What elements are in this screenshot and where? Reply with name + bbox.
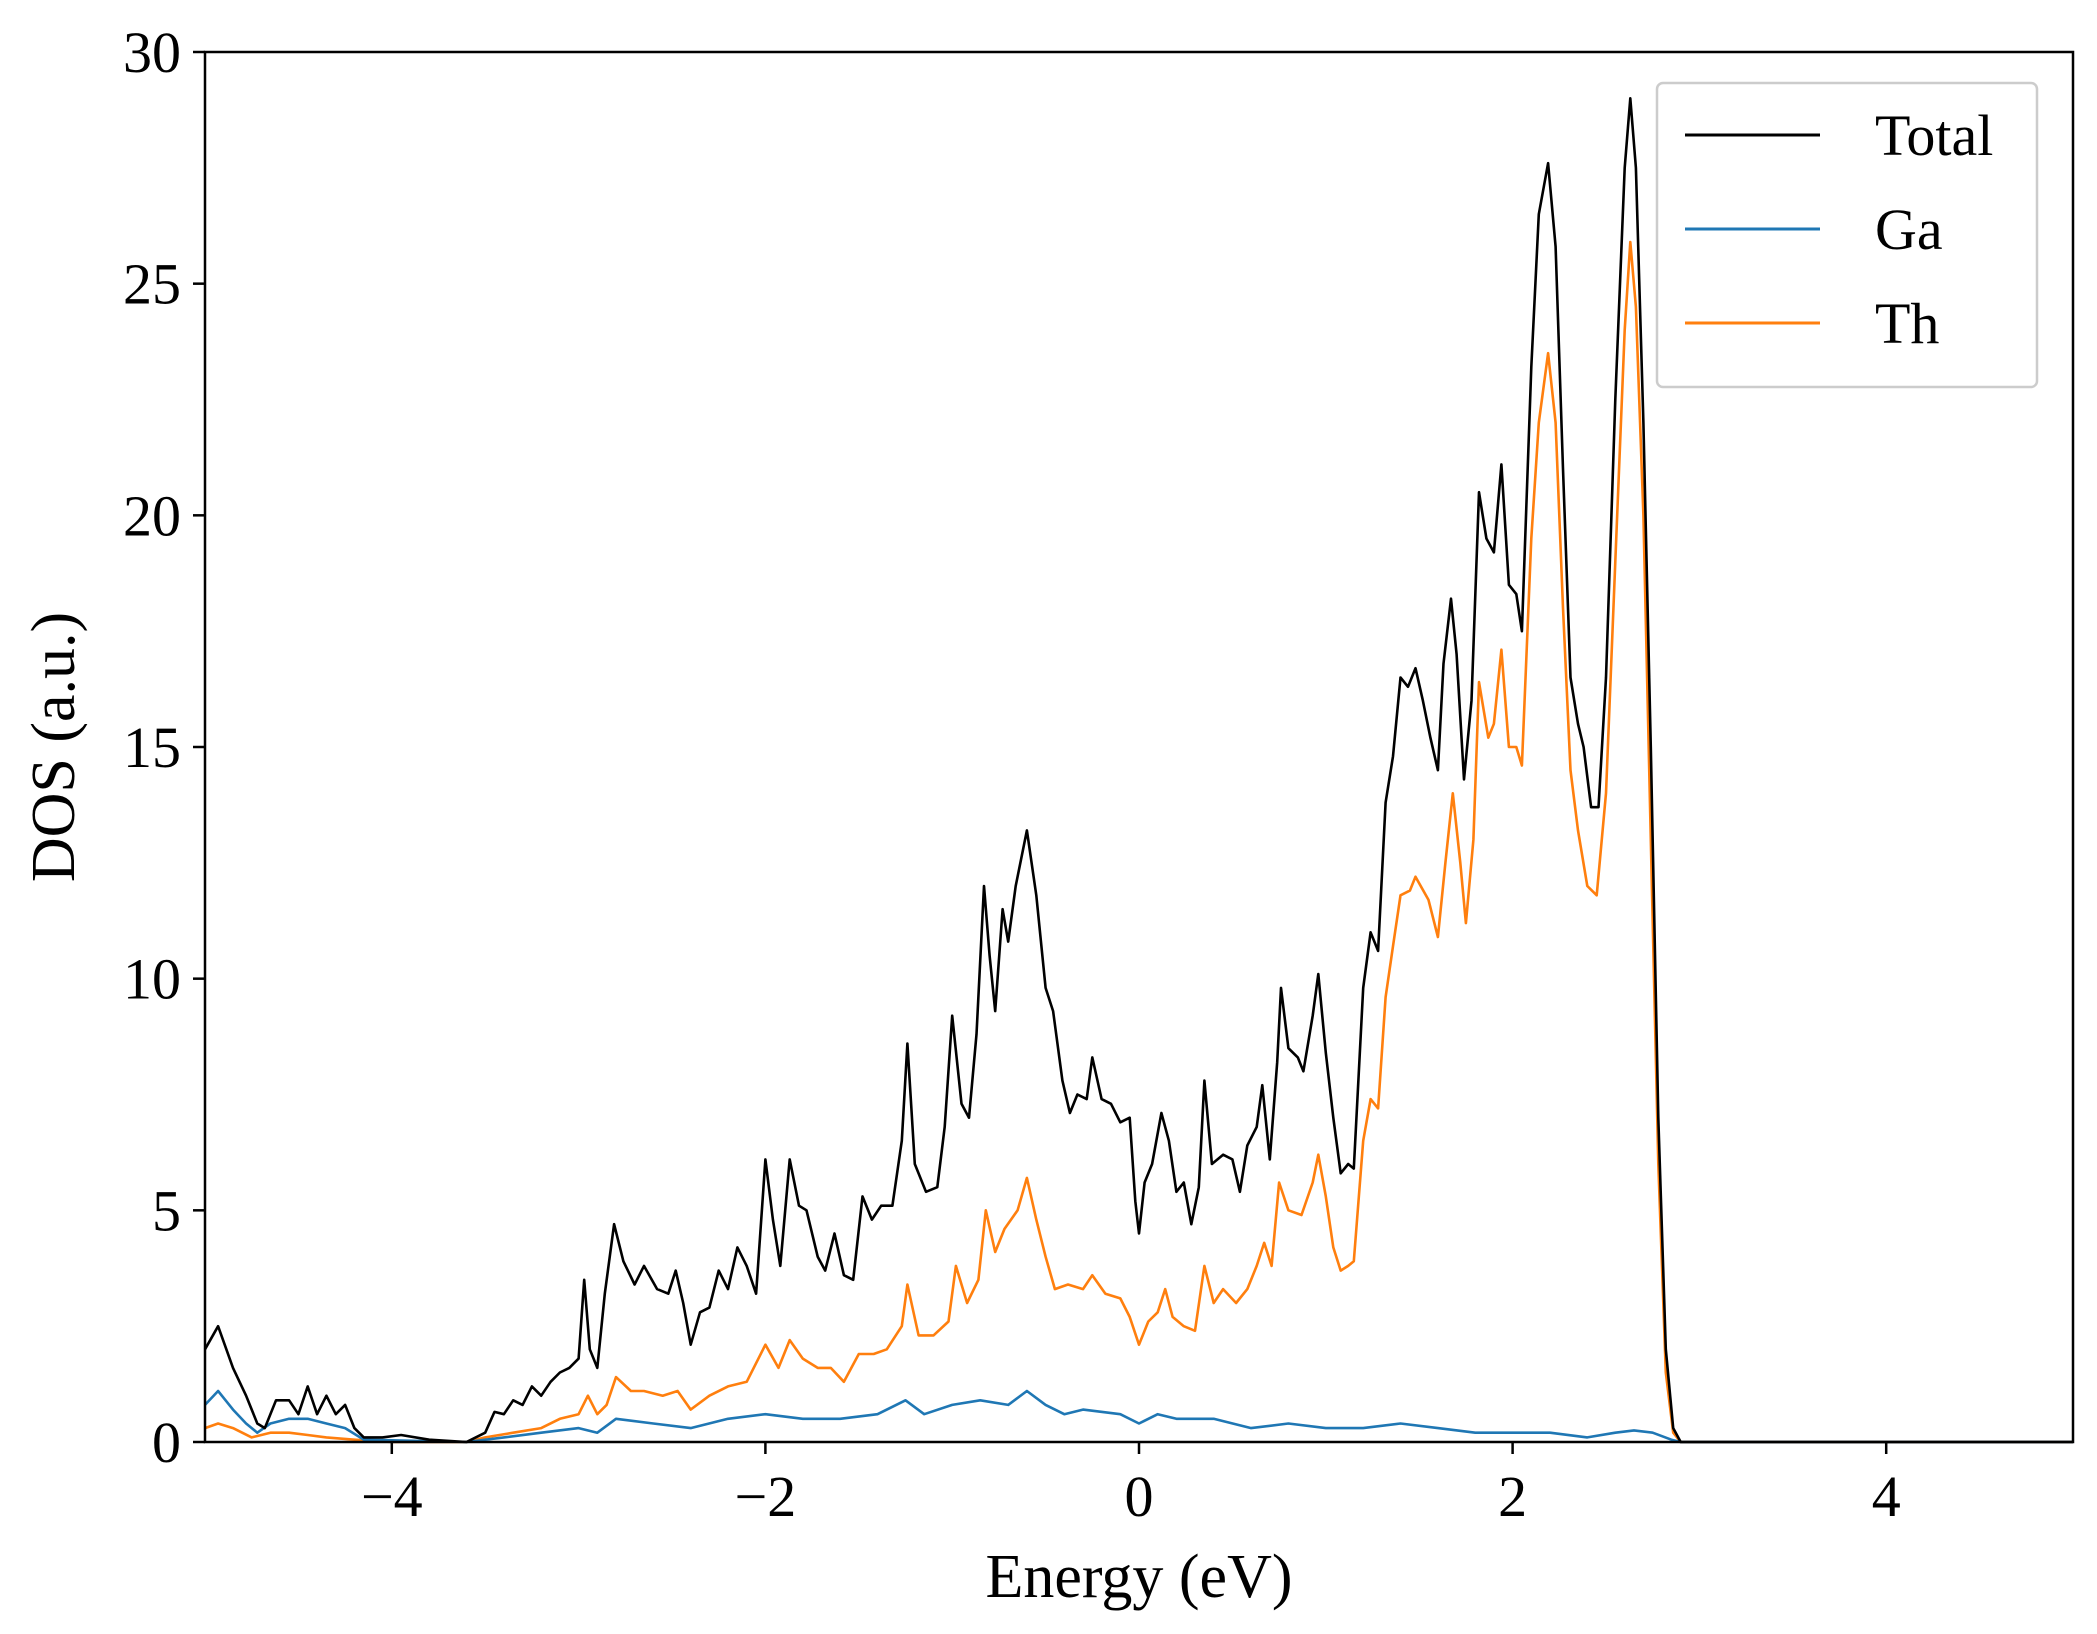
x-tick-label: 2 xyxy=(1498,1464,1527,1529)
legend-box xyxy=(1655,81,2039,389)
series-line-total xyxy=(203,97,2073,1444)
y-tick-label: 0 xyxy=(152,1410,181,1475)
x-axis: −4 −2 0 2 4 xyxy=(361,1442,1901,1529)
x-axis-title: Energy (eV) xyxy=(985,1543,1292,1611)
y-tick-label: 30 xyxy=(123,20,181,85)
y-tick-label: 15 xyxy=(123,715,181,780)
y-tick-label: 25 xyxy=(123,252,181,317)
x-tick-label: 4 xyxy=(1872,1464,1901,1529)
y-tick-label: 10 xyxy=(123,947,181,1012)
legend-label-total: Total xyxy=(1875,103,1993,168)
y-axis-title: DOS (a.u.) xyxy=(20,612,88,882)
series-line-th xyxy=(204,240,2073,1444)
y-tick-label: 20 xyxy=(123,483,181,548)
legend: Total Ga Th xyxy=(1655,81,2039,389)
x-tick-label: −2 xyxy=(735,1464,797,1529)
series-layer xyxy=(203,97,2073,1444)
y-axis: 0 5 10 15 20 25 30 xyxy=(123,20,205,1475)
legend-label-th: Th xyxy=(1875,291,1939,356)
x-tick-label: −4 xyxy=(361,1464,423,1529)
series-line-ga xyxy=(204,1389,2073,1444)
x-tick-label: 0 xyxy=(1125,1464,1154,1529)
y-tick-label: 5 xyxy=(152,1178,181,1243)
legend-label-ga: Ga xyxy=(1875,197,1943,262)
